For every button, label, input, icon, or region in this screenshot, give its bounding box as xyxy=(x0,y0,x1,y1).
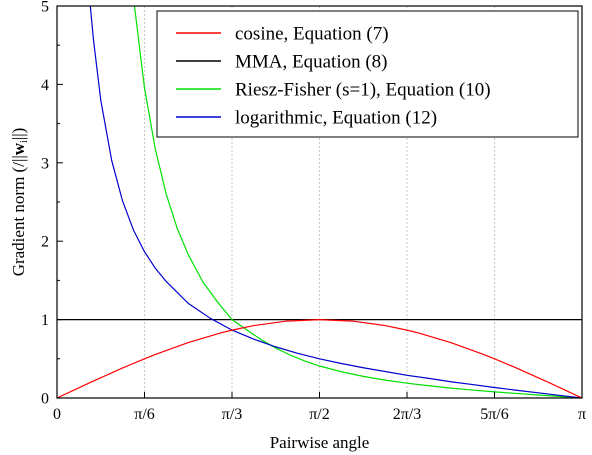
legend-box xyxy=(156,10,579,138)
y-tick-label: 3 xyxy=(41,155,49,172)
tick-labels: 0 π/6 π/3 π/2 2π/3 5π/6 π 0 1 2 3 4 5 xyxy=(41,0,586,423)
y-axis-title-prefix: Gradient norm (/|| xyxy=(9,155,28,276)
x-tick-label: 5π/6 xyxy=(480,406,509,423)
y-axis-title-bold: w xyxy=(9,142,28,155)
y-axis-title-subscript: i xyxy=(19,140,30,143)
legend-items: cosine, Equation (7) MMA, Equation (8) Rie… xyxy=(176,24,491,129)
legend-label-3: Riesz-Fisher (s=1), Equation (10) xyxy=(235,80,491,101)
x-axis-title: Pairwise angle xyxy=(270,433,370,452)
x-tick-label: 0 xyxy=(53,406,61,423)
series-line-1 xyxy=(57,319,582,398)
x-tick-label: π/6 xyxy=(134,406,155,423)
x-tick-label: π/3 xyxy=(222,406,243,423)
legend: cosine, Equation (7) MMA, Equation (8) Rie… xyxy=(156,10,579,138)
legend-label-1: cosine, Equation (7) xyxy=(235,24,389,45)
x-tick-label: π/2 xyxy=(309,406,330,423)
y-axis-title: Gradient norm (/||wi||) xyxy=(9,128,30,277)
legend-label-4: logarithmic, Equation (12) xyxy=(235,108,437,129)
y-tick-label: 0 xyxy=(41,391,49,408)
y-tick-label: 5 xyxy=(41,0,49,16)
series-line-4 xyxy=(89,6,582,398)
y-tick-label: 4 xyxy=(41,77,49,94)
axis-ticks xyxy=(56,5,583,399)
series-lines xyxy=(57,6,582,398)
y-tick-label: 2 xyxy=(41,234,49,251)
x-tick-label: π xyxy=(578,406,586,423)
y-tick-label: 1 xyxy=(41,312,49,329)
series-line-3 xyxy=(133,6,582,398)
legend-label-2: MMA, Equation (8) xyxy=(235,52,388,73)
y-axis-title-suffix: ||) xyxy=(9,128,28,140)
x-tick-label: 2π/3 xyxy=(393,406,422,423)
